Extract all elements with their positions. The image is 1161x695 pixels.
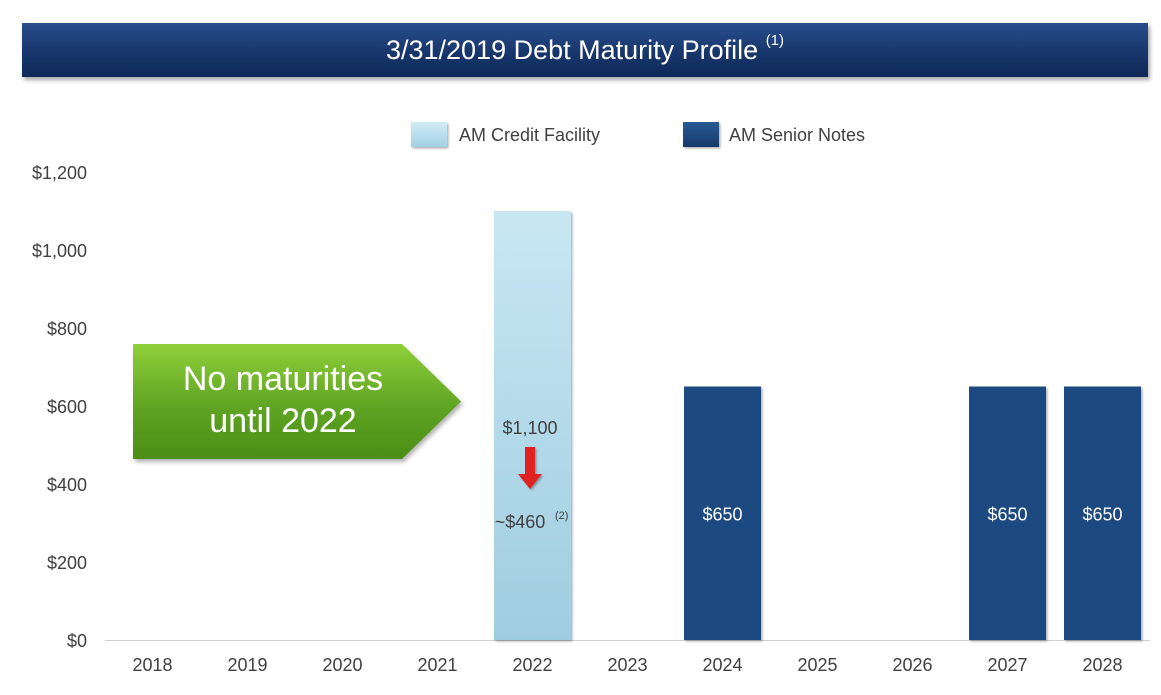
legend-label-credit-facility: AM Credit Facility — [459, 125, 600, 145]
y-tick-label: $400 — [47, 475, 87, 495]
bar-labels: $650 $650 $650 — [702, 504, 1122, 524]
page-title: 3/31/2019 Debt Maturity Profile — [385, 35, 759, 65]
x-tick-label: 2021 — [417, 655, 457, 675]
callout-text: No maturities until 2022 — [133, 358, 433, 442]
legend: AM Credit Facility AM Senior Notes — [411, 122, 865, 147]
down-arrow-icon — [518, 447, 542, 489]
bar-senior-notes-2027 — [969, 386, 1046, 640]
bar-data-label: $650 — [1082, 504, 1122, 524]
x-tick-label: 2018 — [132, 655, 172, 675]
y-tick-label: $200 — [47, 553, 87, 573]
title-footnote: (1) — [765, 32, 785, 49]
x-tick-label: 2024 — [702, 655, 742, 675]
bar-data-label: $650 — [702, 504, 742, 524]
annotation-from-label: $1,100 — [502, 418, 557, 438]
annotation-to-label: ~$460 — [495, 512, 546, 532]
bars — [494, 211, 1141, 640]
legend-label-senior-notes: AM Senior Notes — [729, 125, 865, 145]
x-tick-label: 2019 — [227, 655, 267, 675]
x-tick-label: 2027 — [987, 655, 1027, 675]
bar-data-label: $650 — [987, 504, 1027, 524]
callout-line-2: until 2022 — [209, 402, 357, 440]
bar-senior-notes-2028 — [1064, 386, 1141, 640]
y-tick-label: $600 — [47, 397, 87, 417]
y-tick-label: $1,000 — [32, 241, 87, 261]
y-tick-label: $1,200 — [32, 163, 87, 183]
credit-facility-annotation: $1,100 ~$460 (2) — [495, 418, 569, 532]
y-axis: $0 $200 $400 $600 $800 $1,000 $1,200 — [32, 163, 87, 651]
x-axis: 2018 2019 2020 2021 2022 2023 2024 2025 2026 2027… — [105, 640, 1150, 675]
x-tick-label: 2026 — [892, 655, 932, 675]
no-maturities-callout: No maturities until 2022 — [133, 344, 461, 459]
x-tick-label: 2023 — [607, 655, 647, 675]
annotation-footnote: (2) — [555, 510, 568, 522]
y-tick-label: $800 — [47, 319, 87, 339]
y-tick-label: $0 — [67, 631, 87, 651]
bar-senior-notes-2024 — [684, 386, 761, 640]
x-tick-label: 2028 — [1082, 655, 1122, 675]
legend-swatch-senior-notes — [683, 122, 719, 147]
x-tick-label: 2020 — [322, 655, 362, 675]
annotation-to-value: ~$460 — [495, 512, 546, 532]
legend-swatch-credit-facility — [411, 122, 447, 147]
x-tick-label: 2022 — [512, 655, 552, 675]
title-bar: 3/31/2019 Debt Maturity Profile (1) — [22, 23, 1148, 77]
callout-arrow-shape — [133, 344, 461, 459]
x-tick-label: 2025 — [797, 655, 837, 675]
callout-line-1: No maturities — [182, 360, 384, 398]
bar-credit-facility-2022 — [494, 211, 571, 640]
